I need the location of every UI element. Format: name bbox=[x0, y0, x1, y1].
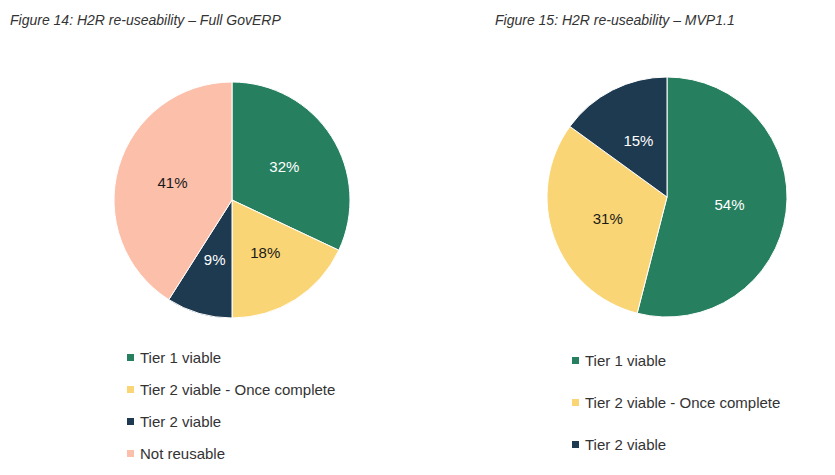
svg-text:Not reusable: Not reusable bbox=[140, 445, 225, 462]
svg-text:18%: 18% bbox=[250, 244, 280, 261]
svg-text:Tier 2 viable - Once complete: Tier 2 viable - Once complete bbox=[140, 381, 335, 398]
svg-text:Tier 1 viable: Tier 1 viable bbox=[585, 352, 666, 369]
svg-text:Tier 2 viable - Once complete: Tier 2 viable - Once complete bbox=[585, 394, 780, 411]
svg-text:Tier 2 viable: Tier 2 viable bbox=[585, 436, 666, 453]
svg-text:15%: 15% bbox=[623, 132, 653, 149]
svg-text:Figure 14: H2R re-useability –: Figure 14: H2R re-useability – Full GovE… bbox=[10, 12, 281, 28]
svg-text:31%: 31% bbox=[593, 210, 623, 227]
svg-text:Figure 15: H2R re-useability –: Figure 15: H2R re-useability – MVP1.1 bbox=[495, 12, 735, 28]
svg-text:Tier 1 viable: Tier 1 viable bbox=[140, 349, 221, 366]
svg-text:Tier 2 viable: Tier 2 viable bbox=[140, 413, 221, 430]
svg-text:54%: 54% bbox=[714, 196, 744, 213]
svg-text:32%: 32% bbox=[269, 158, 299, 175]
svg-text:41%: 41% bbox=[157, 174, 187, 191]
svg-text:9%: 9% bbox=[204, 251, 226, 268]
